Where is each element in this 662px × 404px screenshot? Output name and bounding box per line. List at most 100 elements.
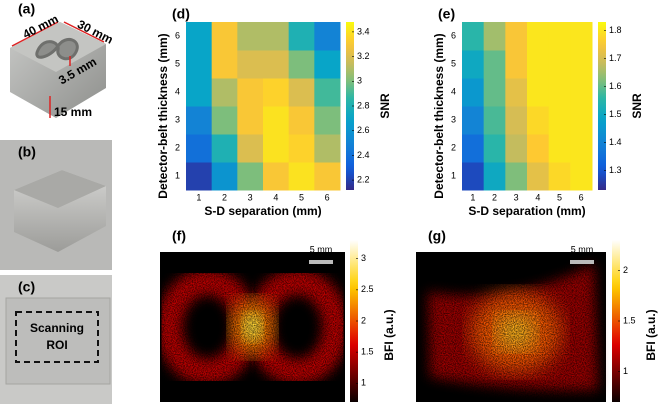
colorbar-tick-label: 1.3 [609, 165, 622, 175]
heatmap-cell [211, 134, 238, 163]
heatmap-cell [527, 22, 550, 51]
heatmap-cell [462, 22, 485, 51]
heatmap-cell [211, 106, 238, 135]
y-tick-label: 1 [175, 170, 180, 180]
heatmap-cell [505, 162, 528, 191]
colorbar-tick-label: 1.7 [609, 53, 622, 63]
y-axis-label: Detector-belt thickness (mm) [156, 33, 170, 198]
heatmap-cell [263, 50, 290, 79]
heatmap-cell [527, 106, 550, 135]
x-axis-label: S-D separation (mm) [468, 204, 585, 218]
colorbar-tick-label: 1.6 [609, 81, 622, 91]
heatmap-cell [288, 22, 315, 51]
y-axis-label: Detector-belt thickness (mm) [432, 33, 446, 198]
heatmap-cell [314, 78, 341, 107]
heatmap-cell [237, 22, 264, 51]
x-tick-label: 1 [470, 192, 475, 202]
heatmap-cell [505, 22, 528, 51]
heatmap-cell [483, 134, 506, 163]
heatmap-cell [548, 78, 571, 107]
annotation: ROI [46, 338, 67, 352]
heatmap-cell [462, 162, 485, 191]
heatmap-cell [483, 50, 506, 79]
heatmap-cell [263, 22, 290, 51]
heatmap-cell [505, 50, 528, 79]
heatmap-cell [505, 78, 528, 107]
dim-line [11, 21, 59, 47]
heatmap-cell [211, 50, 238, 79]
scale-bar-label: 5 mm [310, 244, 333, 254]
colorbar-tick-label: 2.2 [357, 174, 370, 184]
heatmap-cell [314, 50, 341, 79]
x-tick-label: 6 [325, 192, 330, 202]
heatmap-cell [570, 162, 593, 191]
heatmap-cell [211, 22, 238, 51]
heatmap-cell [483, 22, 506, 51]
colorbar-tick-label: 3 [357, 76, 362, 86]
photo-b: (b) [0, 140, 112, 270]
heatmap-cell [548, 50, 571, 79]
y-tick-label: 1 [451, 170, 456, 180]
colorbar-tick-label: 2 [623, 265, 628, 275]
colorbar [598, 22, 606, 190]
phantom-top [14, 170, 106, 208]
x-tick-label: 4 [535, 192, 540, 202]
heatmap-cell [263, 78, 290, 107]
heatmap-cell [186, 22, 213, 51]
heatmap-cell [211, 162, 238, 191]
panel-label: (f) [172, 228, 186, 244]
colorbar-tick-label: 2.8 [357, 100, 370, 110]
scale-bar-label: 5 mm [571, 244, 594, 254]
x-tick-label: 6 [579, 192, 584, 202]
heatmap-cell [570, 134, 593, 163]
heatmap-cell [548, 134, 571, 163]
colorbar [350, 240, 358, 402]
heatmap-cell [237, 134, 264, 163]
colorbar-tick-label: 1.5 [609, 109, 622, 119]
colorbar-tick-label: 1.8 [609, 25, 622, 35]
heatmap-cell [186, 134, 213, 163]
colorbar-tick-label: 1 [361, 378, 366, 388]
y-tick-label: 2 [175, 142, 180, 152]
x-axis-label: S-D separation (mm) [204, 204, 321, 218]
photo-a: (a) 40 mm 30 mm 3.5 mm 15 mm [0, 0, 115, 136]
heatmap-cell [462, 134, 485, 163]
heatmap-cell [548, 162, 571, 191]
x-tick-label: 2 [492, 192, 497, 202]
colorbar-tick-label: 3.2 [357, 51, 370, 61]
heatmap-cell [288, 78, 315, 107]
noise [416, 252, 606, 402]
x-tick-label: 5 [557, 192, 562, 202]
heatmap-cell [462, 106, 485, 135]
x-tick-label: 2 [222, 192, 227, 202]
photo-c: (c) Scanning ROI [0, 275, 112, 404]
heatmap-cell [570, 22, 593, 51]
heatmap-cell [237, 50, 264, 79]
y-tick-label: 4 [451, 86, 456, 96]
colorbar-tick-label: 1 [623, 366, 628, 376]
noise [160, 252, 345, 402]
x-tick-label: 3 [514, 192, 519, 202]
heatmap-cell [314, 134, 341, 163]
y-tick-label: 4 [175, 86, 180, 96]
heatmap-cell [570, 78, 593, 107]
heatmap-cell [505, 134, 528, 163]
heatmap-cell [186, 50, 213, 79]
x-tick-label: 5 [299, 192, 304, 202]
y-tick-label: 2 [451, 142, 456, 152]
heatmap-cell [186, 106, 213, 135]
heatmap-cell [570, 50, 593, 79]
annotation: 15 mm [54, 105, 92, 119]
colorbar-tick-label: 1.5 [623, 315, 636, 325]
panel-label: (b) [18, 144, 36, 160]
roi-box [15, 311, 99, 363]
heatmap-cell [237, 106, 264, 135]
heatmap-cell [288, 162, 315, 191]
heatmap-cell [263, 106, 290, 135]
heatmap-cell [237, 78, 264, 107]
colorbar-tick-label: 3.4 [357, 26, 370, 36]
y-tick-label: 5 [451, 58, 456, 68]
panel-label: (e) [438, 6, 455, 22]
colorbar-label: SNR [378, 93, 392, 119]
